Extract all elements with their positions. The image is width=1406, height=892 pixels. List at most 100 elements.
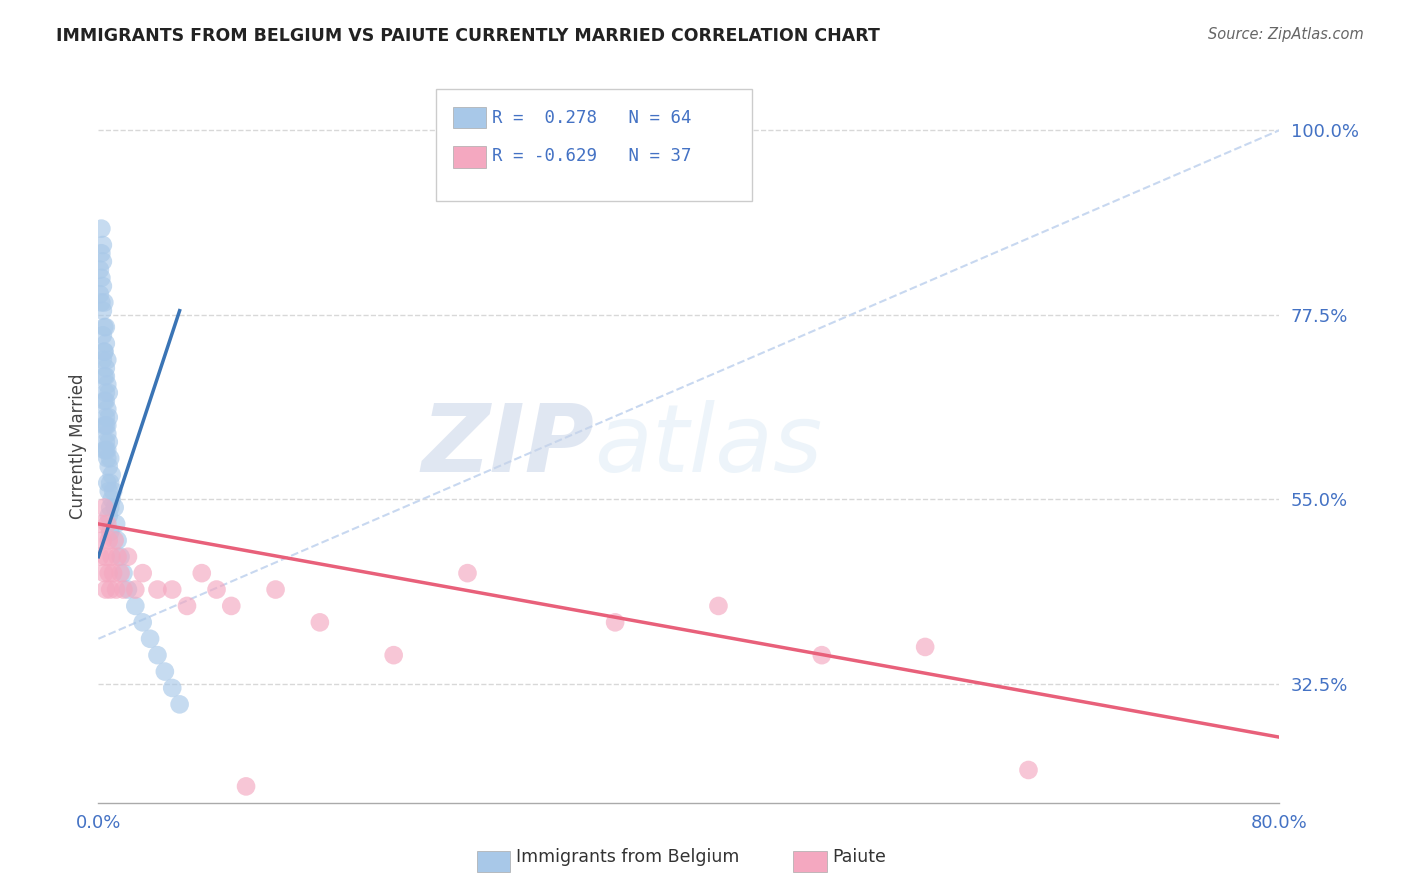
Point: [90, 516, 112, 531]
Point: [93, 344, 115, 359]
Point: [89, 549, 111, 564]
Point: [112, 582, 135, 597]
Point: [94, 443, 117, 458]
Point: [176, 599, 198, 613]
Point: [117, 582, 139, 597]
Text: atlas: atlas: [595, 401, 823, 491]
Point: [93, 443, 115, 458]
Point: [112, 566, 135, 581]
Point: [146, 648, 169, 662]
Point: [104, 533, 127, 548]
Point: [97, 566, 120, 581]
Point: [93, 418, 115, 433]
Point: [94, 582, 117, 597]
Text: ZIP: ZIP: [422, 400, 595, 492]
Point: [90, 221, 112, 235]
Point: [94, 393, 117, 408]
Y-axis label: Currently Married: Currently Married: [69, 373, 87, 519]
Point: [96, 475, 118, 490]
Point: [162, 582, 183, 597]
Point: [139, 632, 162, 646]
Point: [91, 328, 114, 343]
Point: [98, 475, 121, 490]
Point: [132, 566, 155, 581]
Point: [89, 287, 111, 301]
Point: [221, 599, 243, 613]
Point: [91, 533, 114, 548]
Point: [91, 254, 114, 268]
Point: [96, 426, 118, 441]
Point: [93, 500, 115, 515]
Point: [264, 582, 287, 597]
Point: [93, 295, 115, 310]
Point: [91, 279, 114, 293]
Point: [97, 484, 120, 499]
Point: [97, 434, 120, 449]
Point: [94, 549, 117, 564]
Point: [91, 238, 114, 252]
Point: [97, 410, 120, 425]
Point: [93, 369, 115, 384]
Point: [124, 599, 146, 613]
Text: Immigrants from Belgium: Immigrants from Belgium: [516, 848, 740, 866]
Point: [93, 566, 115, 581]
Point: [309, 615, 332, 630]
Point: [105, 582, 128, 597]
Text: Paiute: Paiute: [832, 848, 886, 866]
Point: [96, 402, 118, 417]
Point: [98, 500, 121, 515]
Point: [146, 582, 169, 597]
Point: [90, 270, 112, 285]
Point: [97, 533, 120, 548]
Point: [97, 459, 120, 474]
Point: [94, 369, 117, 384]
Point: [90, 295, 112, 310]
Point: [124, 582, 146, 597]
Point: [100, 549, 122, 564]
Point: [94, 361, 117, 376]
Point: [132, 615, 155, 630]
Point: [93, 320, 115, 334]
Point: [94, 434, 117, 449]
Point: [110, 549, 132, 564]
Point: [457, 566, 479, 581]
Point: [93, 344, 115, 359]
Point: [105, 516, 128, 531]
Point: [90, 246, 112, 260]
Point: [107, 549, 129, 564]
Text: R =  0.278   N = 64: R = 0.278 N = 64: [492, 109, 692, 127]
Point: [605, 615, 627, 630]
Point: [94, 418, 117, 433]
Point: [1018, 763, 1040, 777]
Point: [110, 566, 132, 581]
Point: [100, 467, 122, 482]
Text: IMMIGRANTS FROM BELGIUM VS PAIUTE CURRENTLY MARRIED CORRELATION CHART: IMMIGRANTS FROM BELGIUM VS PAIUTE CURREN…: [56, 27, 880, 45]
Point: [117, 549, 139, 564]
Point: [96, 451, 118, 466]
Point: [91, 303, 114, 318]
Point: [104, 500, 127, 515]
Point: [810, 648, 832, 662]
Point: [169, 698, 191, 712]
Point: [96, 443, 118, 458]
Point: [96, 418, 118, 433]
Point: [97, 508, 120, 523]
Point: [94, 320, 117, 334]
Point: [100, 492, 122, 507]
Point: [205, 582, 228, 597]
Point: [93, 393, 115, 408]
Point: [98, 451, 121, 466]
Point: [89, 262, 111, 277]
Point: [191, 566, 214, 581]
Point: [707, 599, 730, 613]
Text: R = -0.629   N = 37: R = -0.629 N = 37: [492, 147, 692, 165]
Point: [914, 640, 936, 654]
Point: [235, 780, 257, 794]
Point: [96, 352, 118, 367]
Text: Source: ZipAtlas.com: Source: ZipAtlas.com: [1208, 27, 1364, 42]
Point: [96, 377, 118, 392]
Point: [153, 665, 176, 679]
Point: [96, 516, 118, 531]
Point: [94, 385, 117, 400]
Point: [382, 648, 405, 662]
